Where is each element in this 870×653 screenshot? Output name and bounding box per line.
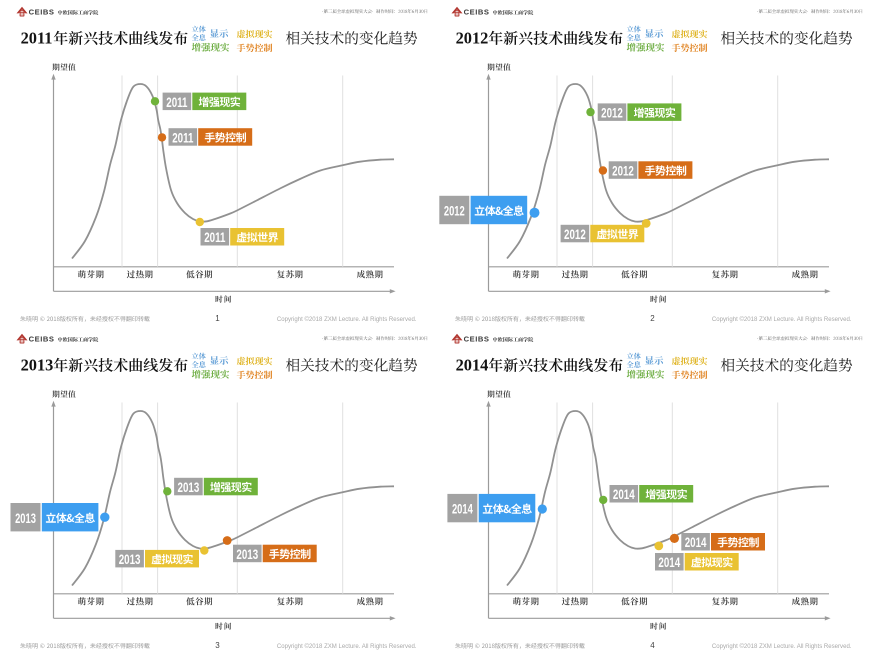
svg-text:2012: 2012 — [444, 203, 465, 219]
svg-text:2012: 2012 — [612, 164, 634, 179]
svg-text:2012: 2012 — [564, 228, 586, 243]
svg-text:2013: 2013 — [178, 480, 200, 495]
svg-text:2014: 2014 — [613, 487, 635, 502]
svg-text:2014: 2014 — [452, 500, 473, 516]
svg-text:4: 4 — [650, 641, 655, 650]
svg-text:2011: 2011 — [204, 231, 226, 246]
svg-text:1: 1 — [215, 314, 220, 323]
svg-text:3: 3 — [215, 641, 220, 650]
svg-text:2013: 2013 — [236, 547, 258, 562]
svg-text:2013: 2013 — [119, 552, 141, 567]
svg-text:2013: 2013 — [15, 509, 36, 525]
svg-text:2014: 2014 — [456, 355, 489, 374]
svg-text:2011: 2011 — [172, 131, 194, 146]
svg-text:2014: 2014 — [658, 555, 680, 570]
svg-text:2012: 2012 — [601, 106, 623, 121]
svg-text:2011: 2011 — [21, 29, 53, 48]
svg-text:2: 2 — [650, 314, 655, 323]
svg-text:2011: 2011 — [166, 95, 188, 110]
svg-text:2014: 2014 — [685, 535, 707, 550]
svg-text:2013: 2013 — [21, 355, 54, 374]
svg-text:2012: 2012 — [456, 29, 489, 48]
